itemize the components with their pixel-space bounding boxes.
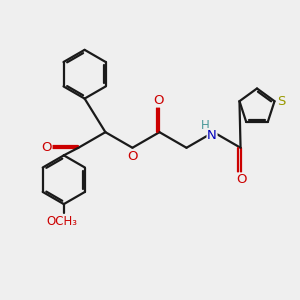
Text: OCH₃: OCH₃ <box>47 214 78 227</box>
Text: N: N <box>207 129 217 142</box>
Text: O: O <box>127 150 138 163</box>
Text: O: O <box>154 94 164 107</box>
Text: S: S <box>277 95 285 108</box>
Text: O: O <box>236 173 246 186</box>
Text: H: H <box>201 119 210 132</box>
Text: O: O <box>41 141 52 154</box>
